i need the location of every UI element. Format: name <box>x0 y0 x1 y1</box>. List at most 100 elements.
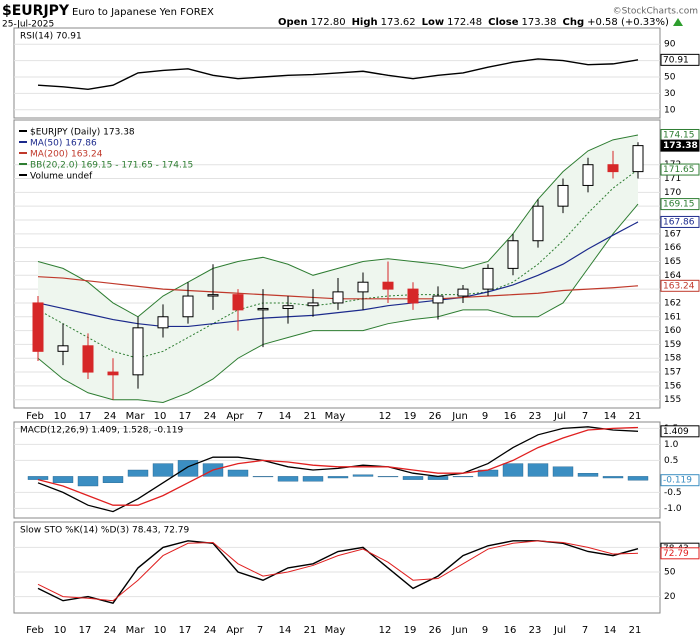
x-tick-label: 10 <box>154 625 167 636</box>
candle-body <box>132 327 144 376</box>
candle-body <box>382 281 394 290</box>
candle-body <box>357 281 369 293</box>
histogram-bar <box>77 476 99 487</box>
indicator-line <box>37 426 639 506</box>
value-tag-box <box>660 547 700 560</box>
y-tick-label: 30 <box>664 89 676 99</box>
histogram-bar <box>527 463 549 477</box>
value-tag-box <box>660 279 700 292</box>
histogram-bar <box>602 476 624 479</box>
quote-label: High <box>352 17 378 28</box>
x-tick-label: Jun <box>451 625 468 636</box>
x-tick-label: 24 <box>204 625 217 636</box>
x-tick-label: 17 <box>79 411 92 422</box>
x-tick-label: Apr <box>226 625 244 636</box>
candle-body <box>632 145 644 173</box>
x-tick-label: 21 <box>304 411 317 422</box>
quote-label: Close <box>488 17 519 28</box>
x-tick-label: 24 <box>204 411 217 422</box>
symbol-name: Euro to Japanese Yen FOREX <box>72 7 214 18</box>
candle-body <box>257 307 269 311</box>
change-arrow <box>672 18 683 26</box>
candle-body <box>82 345 94 373</box>
x-tick-label: 21 <box>304 625 317 636</box>
y-tick-label: 170 <box>664 188 681 198</box>
value-tag-box <box>660 139 700 152</box>
x-tick-label: 19 <box>404 411 417 422</box>
legend-entry: $EURJPY (Daily) 173.38 <box>30 128 135 138</box>
x-tick-label: Mar <box>126 411 146 422</box>
indicator-line <box>37 58 639 91</box>
legend-entry: Volume undef <box>30 172 93 182</box>
histogram-bar <box>177 460 199 477</box>
x-tick-label: 23 <box>529 411 542 422</box>
candle-body <box>232 294 244 311</box>
y-tick-label: 0.5 <box>664 456 678 466</box>
x-tick-label: 12 <box>379 625 392 636</box>
rsi-panel <box>13 27 661 119</box>
x-tick-label: 24 <box>104 625 117 636</box>
x-tick-label: 10 <box>54 625 67 636</box>
value-tag: 72.79 <box>663 549 689 559</box>
x-tick-label: 7 <box>257 625 263 636</box>
value-tag: 173.38 <box>663 141 698 151</box>
quote-value: +0.58 (+0.33%) <box>587 17 669 28</box>
candle-body <box>557 184 569 207</box>
value-tag-box <box>660 163 700 176</box>
histogram-bar <box>452 476 474 478</box>
value-tag: 167.86 <box>663 217 695 227</box>
quote-value: 173.62 <box>381 17 416 28</box>
y-tick-label: 161 <box>664 312 681 322</box>
y-tick-label: 1.0 <box>664 440 679 450</box>
x-tick-label: 7 <box>257 411 263 422</box>
x-tick-label: 12 <box>379 411 392 422</box>
y-tick-label: 158 <box>664 354 681 364</box>
y-tick-label: 165 <box>664 257 681 267</box>
y-tick-label: 159 <box>664 340 681 350</box>
quote-label: Low <box>422 17 444 28</box>
y-tick-label: 160 <box>664 326 681 336</box>
x-tick-label: Jul <box>553 625 566 636</box>
x-tick-label: 7 <box>582 411 588 422</box>
candle-body <box>407 288 419 304</box>
legend-swatch <box>19 130 27 132</box>
value-tag: 1.409 <box>663 427 689 437</box>
y-tick-label: 167 <box>664 229 681 239</box>
y-tick-label: 156 <box>664 381 681 391</box>
x-tick-label: 19 <box>404 625 417 636</box>
value-tag: -0.119 <box>663 476 692 486</box>
price-panel <box>13 119 661 409</box>
indicator-line <box>37 540 639 602</box>
y-tick-label: 50 <box>664 73 676 83</box>
x-tick-label: 17 <box>179 411 192 422</box>
candle-body <box>182 295 194 318</box>
legend-entry: MA(50) 167.86 <box>30 139 97 149</box>
y-tick-label: 90 <box>664 40 676 50</box>
x-tick-label: 14 <box>604 411 617 422</box>
quote-line: Open 172.80 High 173.62 Low 172.48 Close 173.38… <box>278 17 669 28</box>
x-tick-label: 9 <box>482 625 488 636</box>
y-tick-label: -0.5 <box>664 488 682 498</box>
quote: Open 172.80 High 173.62 Low 172.48 Close 173.38… <box>278 17 669 28</box>
x-tick-label: Feb <box>26 625 44 636</box>
y-tick-label: 155 <box>664 395 681 405</box>
histogram-bar <box>277 476 299 482</box>
x-tick-label: 24 <box>104 411 117 422</box>
x-tick-label: Feb <box>26 411 44 422</box>
band-lower <box>37 203 639 403</box>
value-tag: 163.24 <box>663 281 695 291</box>
histogram-bar <box>502 463 524 477</box>
candle-body <box>607 164 619 173</box>
x-tick-label: 16 <box>504 625 517 636</box>
quote-value: 172.80 <box>311 17 346 28</box>
histogram-bar <box>327 476 349 479</box>
quote-value: 173.38 <box>522 17 557 28</box>
panel-title: MACD(12,26,9) 1.409, 1.528, -0.119 <box>20 426 183 436</box>
x-tick-label: 9 <box>482 411 488 422</box>
legend-entry: BB(20,2.0) 169.15 - 171.65 - 174.15 <box>30 161 193 171</box>
quote-value: 172.48 <box>447 17 482 28</box>
candle-body <box>482 267 494 290</box>
y-tick-label: 157 <box>664 368 681 378</box>
x-tick-label: May <box>325 411 346 422</box>
y-tick-label: -1.0 <box>664 504 682 514</box>
